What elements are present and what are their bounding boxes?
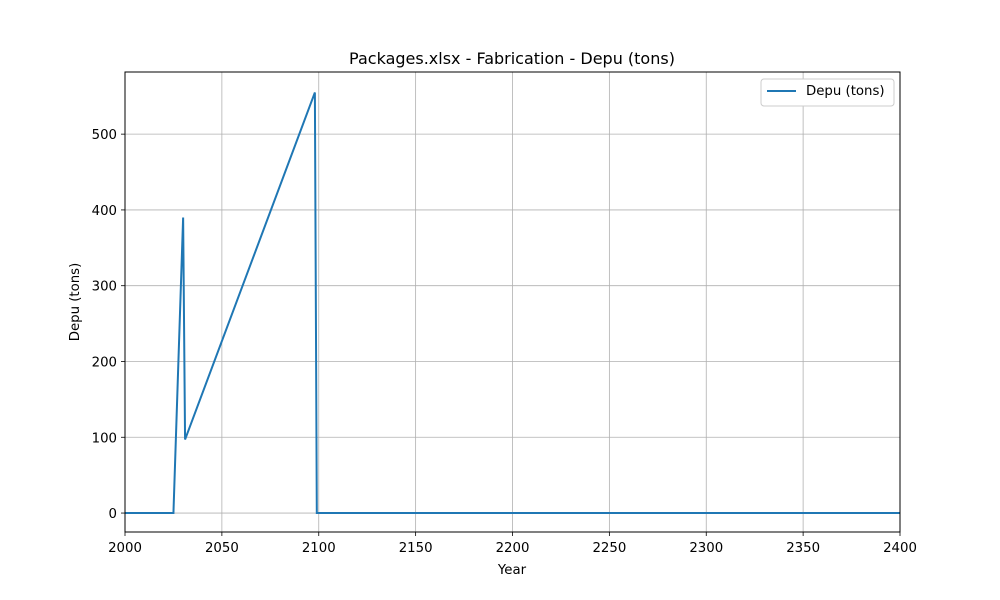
x-tick-label: 2100 xyxy=(302,541,336,556)
y-tick-label: 200 xyxy=(92,355,117,370)
grid-lines xyxy=(124,72,901,532)
y-tick-label: 0 xyxy=(109,507,117,522)
x-tick-label: 2050 xyxy=(205,541,239,556)
x-tick-label: 2200 xyxy=(496,541,530,556)
x-tick-label: 2150 xyxy=(399,541,433,556)
x-axis-ticks: 2000 2050 2100 2150 2200 2250 2300 2350 2400 xyxy=(108,532,917,556)
x-tick-label: 2250 xyxy=(592,541,626,556)
legend-box xyxy=(760,78,895,107)
legend-label: Depu (tons) xyxy=(806,84,885,99)
chart-title: Packages.xlsx - Fabrication - Depu (tons… xyxy=(349,49,675,68)
x-tick-label: 2000 xyxy=(108,541,142,556)
x-axis-label: Year xyxy=(497,563,527,578)
y-axis-label: Depu (tons) xyxy=(68,263,83,342)
y-tick-label: 300 xyxy=(92,280,117,295)
y-tick-label: 500 xyxy=(92,128,117,143)
y-tick-label: 100 xyxy=(92,431,117,446)
x-tick-label: 2400 xyxy=(883,541,917,556)
x-tick-label: 2350 xyxy=(786,541,820,556)
y-axis-ticks: 0 100 200 300 400 500 xyxy=(92,128,125,522)
y-tick-label: 400 xyxy=(92,204,117,219)
x-tick-label: 2300 xyxy=(689,541,723,556)
series-layer xyxy=(125,92,900,515)
series-line xyxy=(125,92,900,515)
legend: Depu (tons) xyxy=(760,78,895,107)
